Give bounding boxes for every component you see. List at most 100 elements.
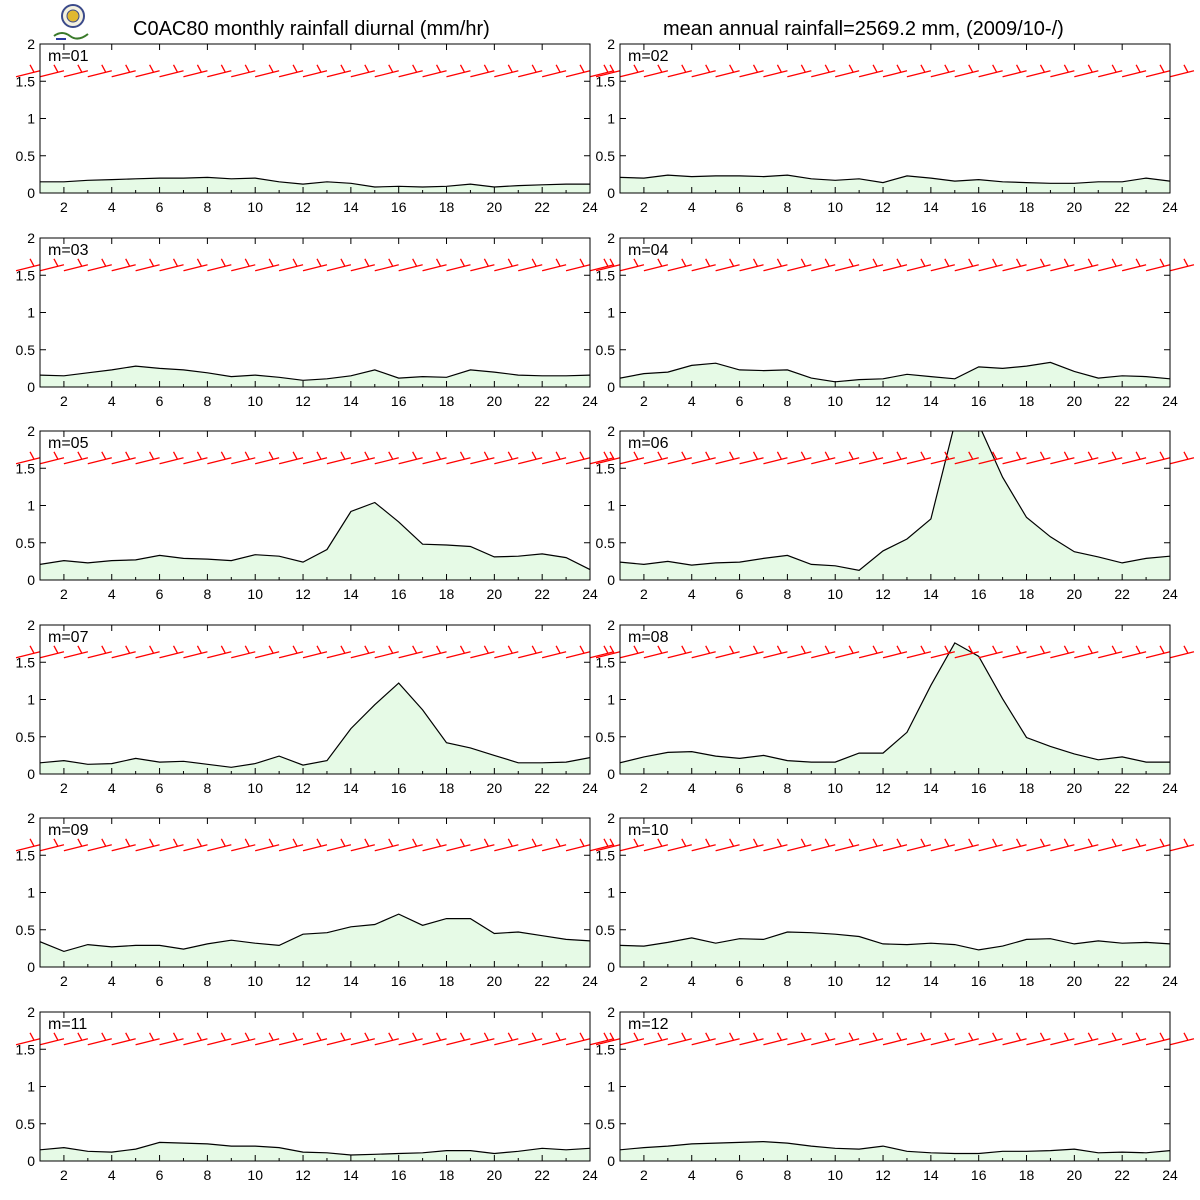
wind-barb [470,64,495,78]
x-tick-label: 18 [439,199,455,215]
rainfall-area [40,683,590,774]
wind-barb [811,645,836,659]
wind-barb [882,451,908,465]
rainfall-area [40,177,590,193]
wind-barb [350,258,375,272]
wind-barb [1026,1032,1051,1046]
y-tick-label: 1 [607,111,615,127]
wind-barb [619,451,645,465]
x-tick-label: 20 [487,1167,503,1183]
wind-barb [715,1032,740,1046]
rainfall-line [620,642,1170,764]
y-tick-label: 1.5 [16,73,36,89]
rainfall-line [40,913,590,953]
rainfall-area [620,642,1170,774]
wind-barb [667,645,692,659]
y-tick-label: 1 [27,885,35,901]
wind-barb [1074,258,1099,272]
rainfall-area [40,1142,590,1161]
wind-barb [882,645,908,659]
wind-barb [207,451,232,465]
x-tick-label: 4 [108,1167,116,1183]
x-tick-label: 8 [203,973,211,989]
wind-barb [1145,451,1171,465]
x-tick-label: 18 [1019,393,1035,409]
x-tick-label: 8 [203,586,211,602]
wind-barb [595,451,621,465]
x-tick-label: 12 [875,973,891,989]
y-tick-label: 1.5 [596,460,616,476]
x-tick-label: 22 [1114,393,1130,409]
wind-barb [255,1032,280,1046]
wind-barb [446,451,471,465]
x-tick-label: 24 [582,780,598,796]
x-tick-label: 6 [736,393,744,409]
wind-barb [565,838,591,852]
month-label: m=10 [628,822,669,839]
y-tick-label: 1 [607,692,615,708]
wind-barb [1074,838,1099,852]
wind-barb [422,451,447,465]
wind-barb [715,838,740,852]
x-tick-label: 18 [439,586,455,602]
x-tick-label: 20 [1067,780,1083,796]
wind-barb [422,1032,447,1046]
x-tick-label: 16 [971,973,987,989]
month-label: m=05 [48,435,89,452]
x-tick-label: 12 [875,199,891,215]
wind-barb [446,64,471,78]
wind-barb [954,451,979,465]
wind-barb [811,64,836,78]
wind-barb [135,645,160,659]
wind-barb [398,451,423,465]
wind-barb [1145,838,1171,852]
y-tick-label: 0 [607,1153,615,1169]
y-tick-label: 0 [607,959,615,975]
y-tick-label: 1.5 [596,654,616,670]
month-label: m=02 [628,48,669,65]
wind-barb [739,1032,764,1046]
wind-barb [1169,451,1195,465]
wind-barb [1098,645,1123,659]
wind-barb [1121,838,1147,852]
wind-barb [15,1032,41,1046]
wind-barb [595,258,621,272]
wind-barb [1002,64,1027,78]
wind-barb [1169,1032,1195,1046]
wind-barb [589,64,615,78]
wind-barb [278,258,304,272]
rainfall-line [620,174,1170,184]
wind-barb [763,1032,788,1046]
x-tick-label: 24 [1162,1167,1178,1183]
x-tick-label: 8 [783,780,791,796]
y-tick-label: 0 [607,185,615,201]
wind-barb [398,258,423,272]
figure-title: C0AC80 monthly rainfall diurnal (mm/hr) [133,18,490,40]
wind-barb [494,451,519,465]
wind-barb [787,64,812,78]
x-tick-label: 6 [736,973,744,989]
x-tick-label: 6 [736,199,744,215]
x-tick-label: 24 [582,586,598,602]
wind-barb [763,451,788,465]
y-tick-label: 2 [27,230,35,246]
x-tick-label: 22 [1114,1167,1130,1183]
plot-frame [619,1011,1171,1162]
x-tick-label: 24 [582,1167,598,1183]
wind-barb [15,451,41,465]
wind-barb [63,838,89,852]
x-tick-label: 6 [156,780,164,796]
wind-barb [1098,1032,1123,1046]
wind-barb [595,64,621,78]
x-tick-label: 18 [439,780,455,796]
month-label: m=12 [628,1016,669,1033]
wind-barb [422,64,447,78]
y-tick-label: 1 [27,692,35,708]
wind-barb [858,64,884,78]
wind-barb [470,1032,495,1046]
wind-barb [207,645,232,659]
wind-barb [565,451,591,465]
wind-barb [1026,451,1051,465]
